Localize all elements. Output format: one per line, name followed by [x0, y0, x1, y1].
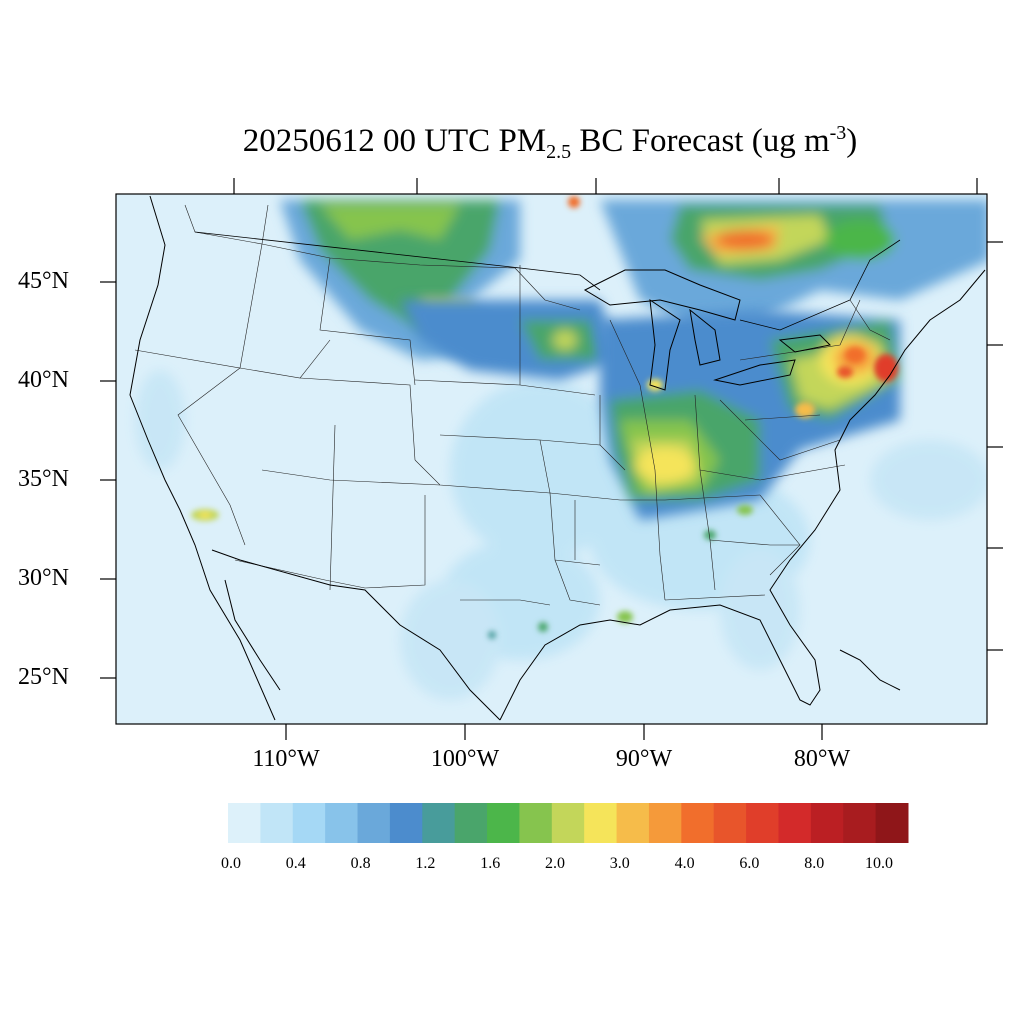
- international-border: [194, 231, 601, 291]
- colorbar-label: 4.0: [674, 855, 695, 872]
- colorbar-swatch: [519, 803, 553, 843]
- lon-label-100w: 100°W: [430, 746, 500, 772]
- colorbar-swatch: [648, 803, 682, 843]
- colorbar-label: 0.0: [221, 855, 241, 872]
- lon-label-110w: 110°W: [252, 746, 320, 772]
- colorbar-swatch: [616, 803, 650, 843]
- bottom-ticks: [285, 724, 823, 740]
- map-frame: [115, 193, 988, 725]
- state-boundaries: [134, 204, 891, 606]
- title-superscript: -3: [829, 122, 847, 144]
- lon-label-80w: 80°W: [793, 746, 851, 772]
- midwest-plume: [400, 300, 620, 380]
- title-middle: BC Forecast (ug m: [571, 123, 830, 159]
- colorbar-label: 2.0: [545, 855, 565, 872]
- title-subscript: 2.5: [546, 141, 572, 163]
- left-ticks: [100, 281, 116, 679]
- lat-label-45: 45°N: [18, 268, 69, 294]
- colorbar-swatch: [487, 803, 520, 843]
- colorbar: [228, 803, 909, 843]
- top-ticks: [233, 178, 978, 194]
- map-title: 20250612 00 UTC PM2.5 BC Forecast (ug m-…: [0, 122, 1024, 164]
- colorbar-label: 3.0: [609, 855, 630, 872]
- colorbar-label: 0.8: [350, 855, 371, 872]
- lat-label-30: 30°N: [18, 565, 69, 591]
- colorbar-swatch: [422, 803, 456, 843]
- colorbar-swatch: [260, 803, 294, 843]
- colorbar-label: 6.0: [739, 855, 760, 872]
- northern-smoke-plume: [280, 200, 987, 360]
- colorbar-swatch: [778, 803, 812, 843]
- colorbar-swatch: [746, 803, 779, 843]
- eastern-plume: [600, 310, 900, 520]
- lat-label-25: 25°N: [18, 664, 69, 690]
- great-lakes: [583, 269, 832, 391]
- colorbar-swatch: [584, 803, 618, 843]
- colorbar-swatch: [875, 803, 909, 843]
- colorbar-swatch: [713, 803, 747, 843]
- hotspot-markers: [191, 196, 898, 639]
- right-ticks: [987, 241, 1003, 651]
- colorbar-label: 10.0: [865, 855, 893, 872]
- colorbar-label: 1.2: [415, 855, 436, 872]
- colorbar-swatch: [454, 803, 488, 843]
- lat-label-40: 40°N: [18, 367, 69, 393]
- colorbar-swatch: [389, 803, 423, 843]
- colorbar-swatch: [843, 803, 877, 843]
- colorbar-swatch: [325, 803, 359, 843]
- lon-label-90w: 90°W: [615, 746, 673, 772]
- colorbar-label: 8.0: [804, 855, 825, 872]
- colorbar-label: 1.6: [480, 855, 501, 872]
- lat-label-35: 35°N: [18, 466, 69, 492]
- colorbar-swatch: [810, 803, 844, 843]
- colorbar-swatch: [357, 803, 391, 843]
- colorbar-swatch: [681, 803, 715, 843]
- concentration-field: [116, 194, 987, 724]
- colorbar-swatch: [228, 803, 261, 843]
- colorbar-swatch: [292, 803, 326, 843]
- title-end: ): [846, 123, 858, 159]
- title-main: 20250612 00 UTC PM: [242, 123, 547, 159]
- international-border-east: [739, 239, 901, 331]
- colorbar-label: 0.4: [285, 855, 306, 872]
- coastlines: [129, 195, 986, 721]
- colorbar-swatch: [551, 803, 585, 843]
